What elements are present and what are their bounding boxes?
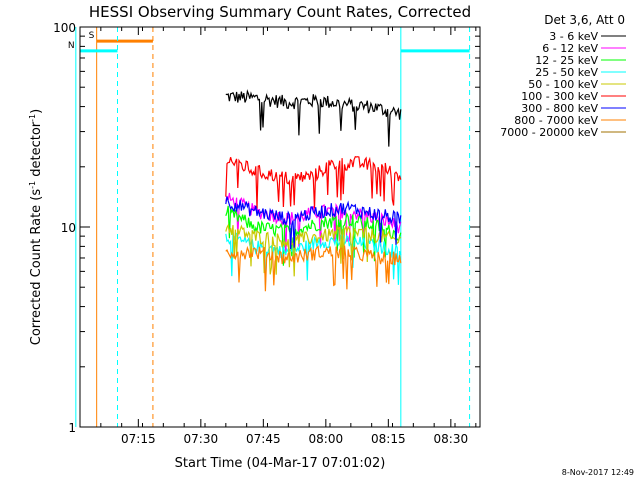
x-tick-label-2: 07:45 bbox=[246, 432, 281, 446]
x-axis-label: Start Time (04-Mar-17 07:01:02) bbox=[175, 456, 386, 471]
legend-label-2: 12 - 25 keV bbox=[535, 54, 598, 67]
x-tick-label-0: 07:15 bbox=[121, 432, 156, 446]
legend-label-8: 7000 - 20000 keV bbox=[500, 126, 598, 139]
legend-label-3: 25 - 50 keV bbox=[535, 66, 598, 79]
x-axis-ticks: 07:15 07:30 07:45 08:00 08:15 08:30 bbox=[79, 27, 477, 446]
series-line-0 bbox=[225, 89, 402, 147]
series-line-4 bbox=[225, 223, 402, 277]
legend-label-7: 800 - 7000 keV bbox=[514, 114, 598, 127]
series-line-5 bbox=[225, 155, 402, 209]
series-line-3 bbox=[225, 231, 402, 285]
legend-label-4: 50 - 100 keV bbox=[528, 78, 598, 91]
x-tick-label-4: 08:15 bbox=[371, 432, 406, 446]
y-axis-ticks: 1 10 100 bbox=[53, 21, 480, 435]
flag-label-1: N bbox=[68, 41, 75, 51]
y-tick-label-0: 1 bbox=[68, 421, 76, 435]
x-tick-label-5: 08:30 bbox=[434, 432, 469, 446]
flag-markers: SN bbox=[68, 27, 471, 427]
y-tick-label-2: 100 bbox=[53, 21, 76, 35]
legend-header: Det 3,6, Att 0 bbox=[544, 13, 625, 27]
legend-label-0: 3 - 6 keV bbox=[549, 30, 598, 43]
x-tick-label-1: 07:30 bbox=[184, 432, 219, 446]
legend-label-6: 300 - 800 keV bbox=[521, 102, 598, 115]
series-line-7 bbox=[225, 245, 402, 292]
x-tick-label-3: 08:00 bbox=[309, 432, 344, 446]
timestamp-footer: 8-Nov-2017 12:49 bbox=[562, 468, 634, 477]
legend-label-1: 6 - 12 keV bbox=[542, 42, 598, 55]
plot-series bbox=[225, 89, 402, 292]
series-line-6 bbox=[225, 196, 402, 250]
legend-label-5: 100 - 300 keV bbox=[521, 90, 598, 103]
y-axis-label: Corrected Count Rate (s-1 detector-1) bbox=[28, 109, 44, 345]
flag-label-0: S bbox=[89, 31, 95, 41]
y-tick-label-1: 10 bbox=[61, 221, 76, 235]
chart-title: HESSI Observing Summary Count Rates, Cor… bbox=[89, 3, 471, 21]
